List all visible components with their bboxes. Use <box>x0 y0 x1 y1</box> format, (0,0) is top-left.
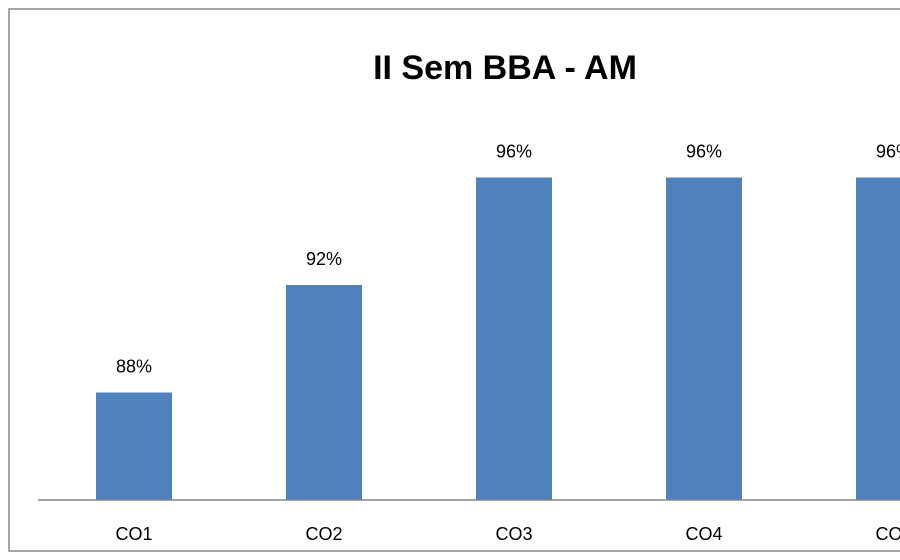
data-label: 96% <box>496 141 532 161</box>
data-label: 96% <box>876 141 900 161</box>
x-tick-label: CO3 <box>495 524 532 544</box>
chart-title: II Sem BBA - AM <box>373 49 637 87</box>
x-tick-label: CO1 <box>115 524 152 544</box>
data-label: 96% <box>686 141 722 161</box>
bar <box>666 177 742 500</box>
x-tick-label: CO5 <box>875 524 900 544</box>
bar <box>96 392 172 500</box>
data-label: 92% <box>306 249 342 269</box>
x-tick-label: CO4 <box>685 524 722 544</box>
bar <box>856 177 900 500</box>
data-label: 88% <box>116 356 152 376</box>
bar <box>286 285 362 500</box>
bar <box>476 177 552 500</box>
plot-area: CO1 88% CO2 92% CO3 96% CO4 96% CO5 96% <box>96 141 900 544</box>
chart-frame <box>8 8 900 552</box>
x-tick-label: CO2 <box>305 524 342 544</box>
